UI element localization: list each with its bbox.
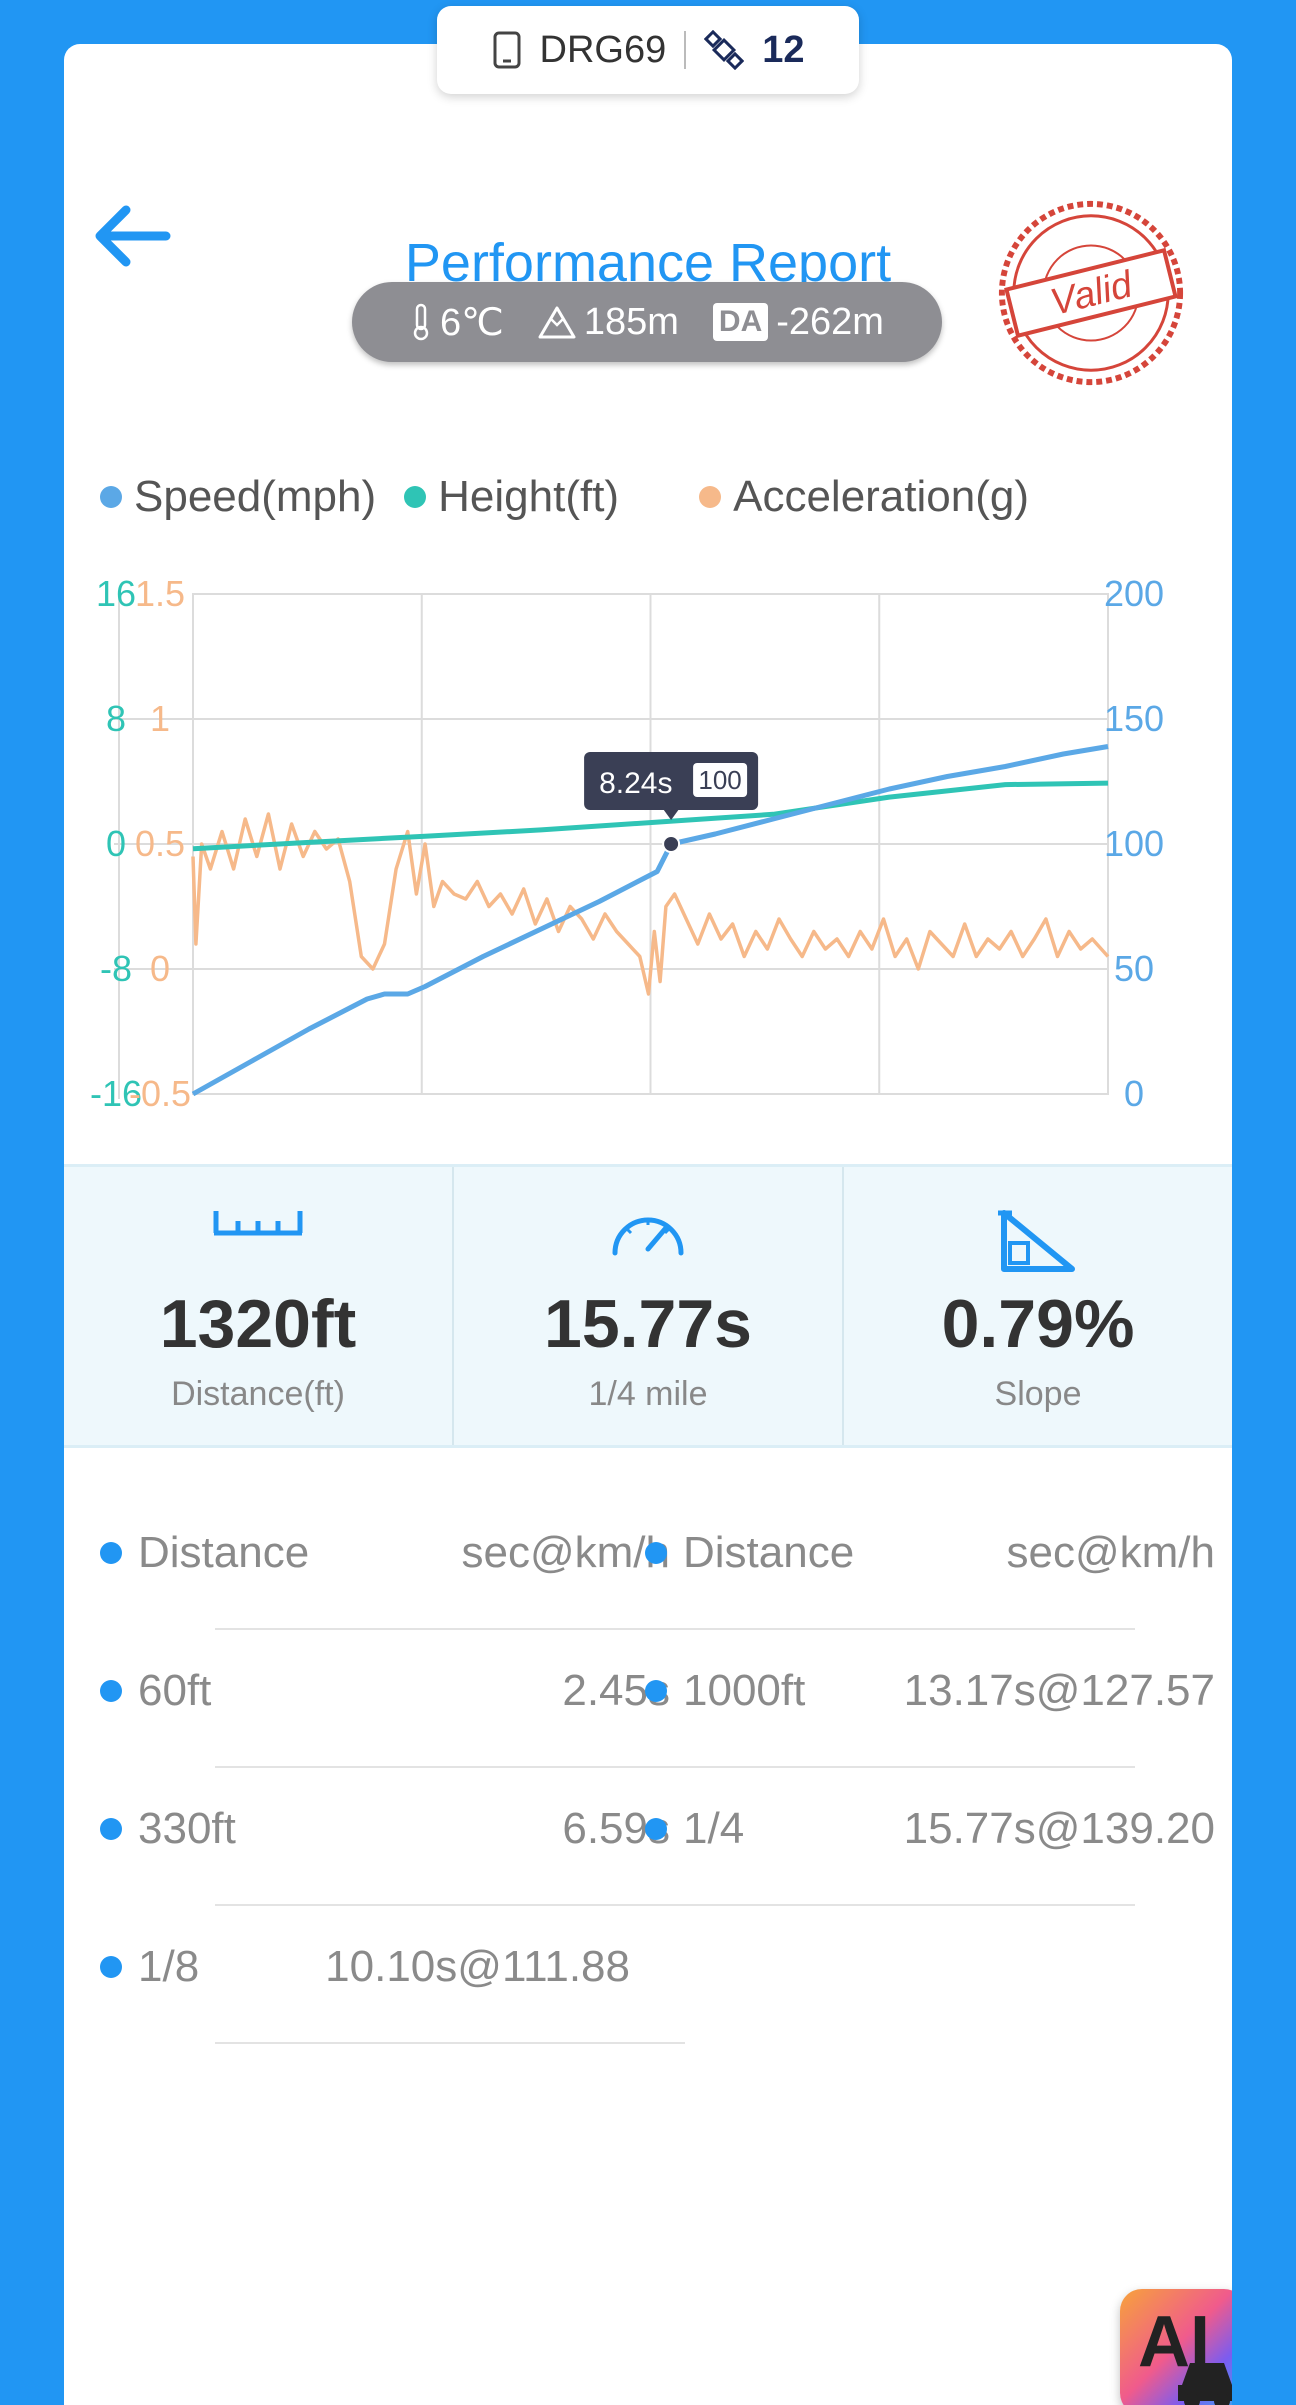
legend-label: Height(ft): [438, 472, 620, 521]
tick-label-speed: 150: [1104, 698, 1164, 739]
split-distance: 1/4: [683, 1804, 745, 1853]
tick-label-acceleration: 1.5: [135, 573, 185, 614]
altitude: 185m: [583, 300, 679, 343]
temperature: 6℃: [440, 301, 504, 344]
divider: [215, 1904, 1135, 1906]
tooltip-point: [662, 835, 681, 853]
tooltip-time: 8.24s: [599, 767, 672, 800]
summary-stats: 1320ft Distance(ft) 15.77s 1/4 mile 0.79…: [64, 1164, 1232, 1448]
arrow-left-icon: [95, 205, 171, 267]
series-speed-line: [191, 744, 1109, 1097]
divider: [215, 2042, 685, 2044]
chart-tooltip: 8.24s 100: [584, 752, 759, 853]
tick-label-acceleration: 1: [150, 698, 170, 739]
ai-assistant-button[interactable]: AI: [1120, 2289, 1232, 2405]
density-altitude: -262m: [776, 300, 884, 343]
split-time: 13.17s@127.57: [903, 1666, 1215, 1715]
chart-legend: Speed(mph) Height(ft) Acceleration(g): [100, 472, 1029, 522]
series-height-line: [192, 780, 1109, 852]
density-altitude-icon: DA: [712, 303, 769, 341]
split-distance: 60ft: [138, 1666, 212, 1715]
tick-label-height: 8: [106, 698, 126, 739]
tick-label-height: 0: [106, 823, 126, 864]
chart-series: [191, 744, 1110, 1097]
tick-label-acceleration: -0.5: [129, 1073, 191, 1114]
tick-label-acceleration: 0: [150, 948, 170, 989]
divider: [684, 31, 687, 69]
valid-stamp: Valid: [998, 200, 1184, 386]
report-card: Performance Report Valid 6℃ 185m DA: [64, 44, 1232, 2405]
tick-label-height: 16: [96, 573, 136, 614]
tick-label-speed: 200: [1104, 573, 1164, 614]
split-distance: 1000ft: [683, 1666, 806, 1715]
split-distance: 1/8: [138, 1942, 200, 1991]
bullet-dot: [100, 1680, 122, 1702]
bullet-dot: [645, 1680, 667, 1702]
conditions-pill: 6℃ 185m DA -262m: [352, 282, 942, 362]
satellite-count: 12: [762, 28, 805, 71]
legend-dot: [404, 486, 427, 508]
tick-label-speed: 0: [1124, 1073, 1144, 1114]
stat-value: 15.77s: [544, 1286, 752, 1362]
slope-icon: [998, 1210, 1075, 1272]
tick-label-speed: 100: [1104, 823, 1164, 864]
tick-label-speed: 50: [1114, 948, 1154, 989]
stat-value: 1320ft: [159, 1286, 357, 1362]
split-time: 10.10s@111.88: [325, 1942, 630, 1991]
tick-label-acceleration: 0.5: [135, 823, 185, 864]
divider: [215, 1766, 1135, 1768]
bullet-dot: [645, 1542, 667, 1564]
stat-slope: 0.79% Slope: [842, 1167, 1232, 1445]
bullet-dot: [645, 1818, 667, 1840]
split-time: 15.77s@139.20: [903, 1804, 1215, 1853]
satellite-icon: [704, 30, 745, 70]
stat-distance: 1320ft Distance(ft): [64, 1167, 452, 1445]
legend-dot: [699, 486, 722, 508]
legend-label: Acceleration(g): [733, 472, 1029, 521]
tick-label-height: -8: [100, 948, 132, 989]
thermometer-icon: [413, 303, 429, 341]
stat-label: 1/4 mile: [588, 1375, 708, 1413]
column-header: Distance: [138, 1528, 310, 1577]
legend-dot: [100, 486, 122, 508]
speedometer-icon: [612, 1217, 684, 1256]
phone-icon: [493, 31, 520, 69]
stat-label: Slope: [994, 1375, 1082, 1413]
bullet-dot: [100, 1956, 122, 1978]
legend-acceleration[interactable]: Acceleration(g): [699, 472, 1029, 522]
device-id: DRG69: [539, 28, 667, 71]
back-button[interactable]: [86, 196, 178, 276]
table-header-row: Distance sec@km/h Distance sec@km/h: [100, 1514, 1230, 1652]
bullet-dot: [100, 1818, 122, 1840]
table-row: 60ft 2.45s 1000ft 13.17s@127.57: [100, 1652, 1230, 1790]
tooltip-pointer: [663, 809, 680, 820]
table-row: 1/8 10.10s@111.88: [100, 1928, 1230, 2066]
column-header: Distance: [683, 1528, 855, 1577]
legend-speed[interactable]: Speed(mph): [100, 472, 376, 522]
stamp-text: Valid: [1046, 262, 1137, 323]
stat-value: 0.79%: [941, 1286, 1135, 1362]
stat-label: Distance(ft): [171, 1375, 345, 1413]
split-distance: 330ft: [138, 1804, 236, 1853]
tooltip-value-box: [693, 763, 748, 797]
mountain-icon: [538, 306, 576, 339]
column-header: sec@km/h: [1006, 1528, 1215, 1577]
column-header: sec@km/h: [461, 1528, 670, 1577]
legend-label: Speed(mph): [134, 472, 377, 521]
legend-height[interactable]: Height(ft): [404, 472, 619, 522]
bullet-dot: [100, 1542, 122, 1564]
car-icon: [1178, 2363, 1232, 2405]
stat-quarter-mile: 15.77s 1/4 mile: [452, 1167, 842, 1445]
splits-table: Distance sec@km/h Distance sec@km/h 60ft 2.…: [100, 1514, 1230, 2066]
table-row: 330ft 6.59s 1/4 15.77s@139.20: [100, 1790, 1230, 1928]
tooltip-value: 100: [698, 765, 741, 795]
divider: [215, 1628, 1135, 1630]
device-pill[interactable]: DRG69 12: [437, 6, 859, 94]
tick-label-height: -16: [90, 1073, 142, 1114]
ruler-icon: [213, 1211, 303, 1236]
